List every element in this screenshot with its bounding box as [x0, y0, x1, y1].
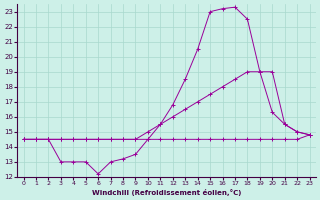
X-axis label: Windchill (Refroidissement éolien,°C): Windchill (Refroidissement éolien,°C): [92, 189, 241, 196]
